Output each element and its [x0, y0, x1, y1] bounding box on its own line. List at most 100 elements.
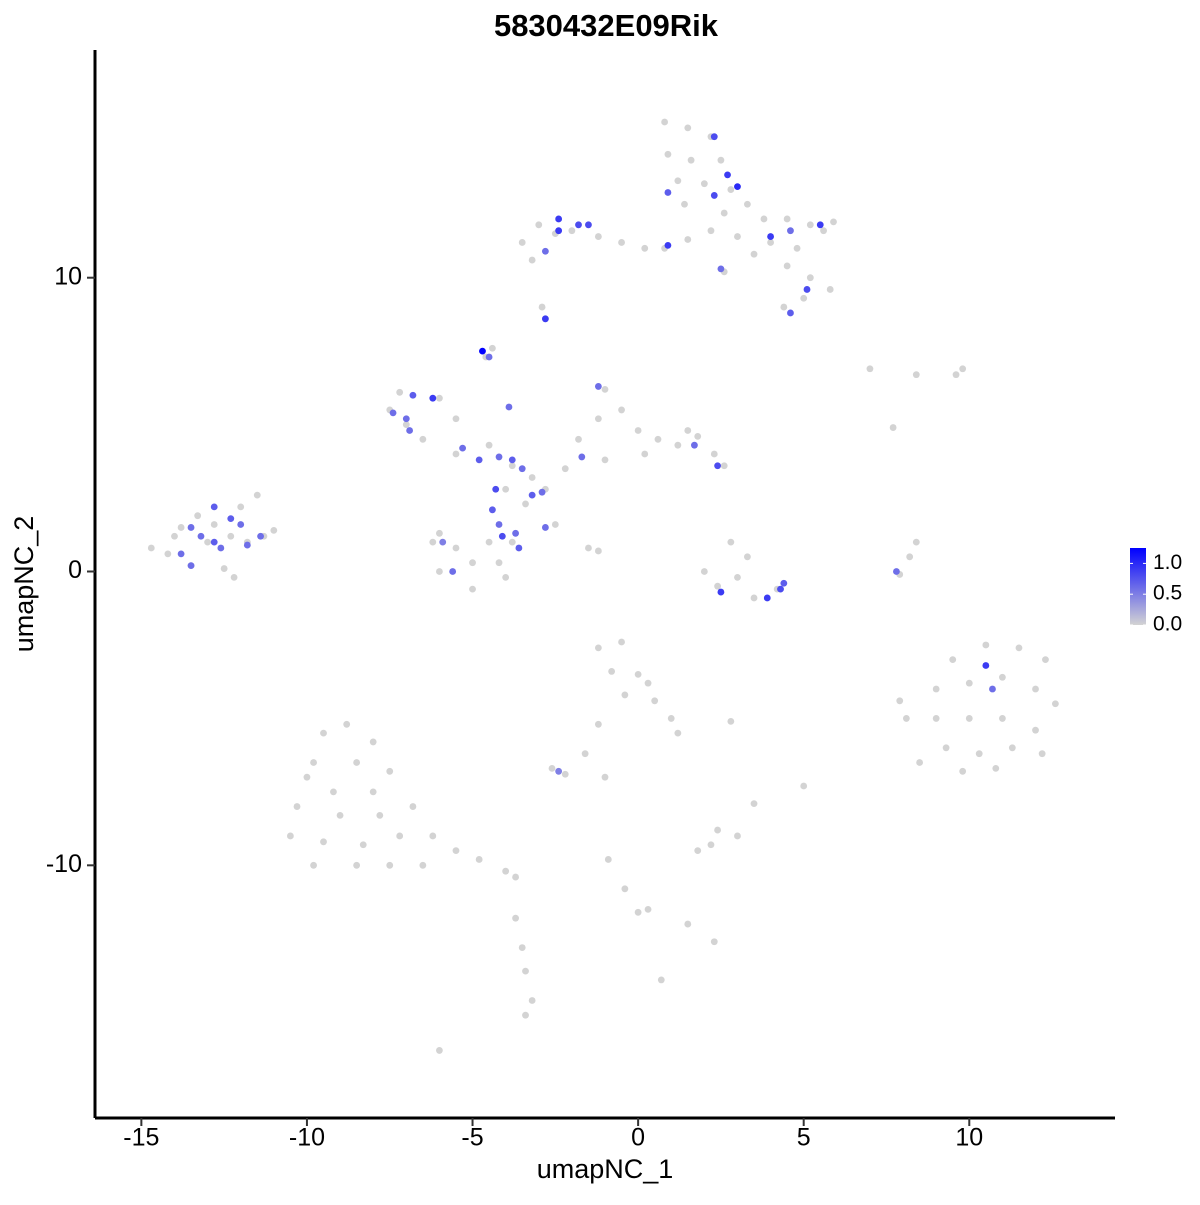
cell-point	[204, 538, 211, 546]
cell-point	[369, 788, 377, 796]
cell-point	[601, 456, 609, 464]
cell-point	[508, 462, 516, 470]
cell-point	[396, 388, 404, 396]
cell-point	[634, 427, 642, 434]
cell-point	[485, 538, 493, 546]
cell-point	[515, 544, 523, 552]
cell-point	[538, 303, 546, 311]
cell-point	[710, 938, 718, 946]
cell-point	[578, 453, 586, 461]
cell-point	[714, 462, 721, 470]
cell-point	[485, 441, 493, 449]
cell-point	[498, 532, 506, 540]
cell-point	[475, 856, 483, 863]
cell-point	[409, 391, 417, 399]
cell-point	[826, 286, 834, 293]
cell-point	[164, 550, 172, 558]
x-tick-label: -10	[289, 1124, 325, 1152]
cell-point	[734, 233, 741, 240]
cell-point	[720, 462, 728, 470]
cell-point	[353, 759, 361, 766]
cell-point	[959, 365, 967, 373]
cell-point	[548, 764, 556, 772]
cell-point	[651, 697, 659, 705]
cell-point	[767, 239, 774, 246]
y-tick-label: -10	[46, 850, 82, 878]
cell-point	[750, 250, 758, 258]
cell-point	[965, 715, 973, 722]
cell-point	[800, 782, 808, 790]
cell-point	[654, 435, 662, 443]
cell-point	[787, 227, 794, 235]
cell-point	[495, 559, 503, 567]
cell-point	[528, 474, 536, 481]
cell-point	[409, 803, 417, 810]
y-axis-title: umapNC_2	[9, 516, 39, 653]
cell-point	[694, 847, 702, 855]
cell-point	[780, 579, 788, 587]
cell-point	[594, 720, 602, 728]
cell-point	[555, 215, 563, 223]
cell-point	[303, 773, 311, 781]
x-axis-title: umapNC_1	[537, 1154, 674, 1184]
cell-point	[452, 450, 460, 458]
cell-point	[389, 409, 397, 417]
cell-point	[429, 538, 437, 546]
cell-point	[700, 180, 708, 188]
cell-point	[959, 767, 967, 775]
cell-point	[293, 803, 301, 810]
cell-point	[171, 532, 178, 540]
cell-point	[684, 920, 692, 928]
cell-point	[594, 415, 602, 423]
cell-point	[555, 767, 563, 775]
cell-point	[429, 394, 437, 402]
cell-point	[618, 239, 625, 246]
cell-point	[634, 908, 642, 916]
cell-point	[734, 573, 741, 581]
cell-point	[492, 485, 500, 493]
cell-point	[147, 544, 155, 552]
cell-point	[664, 150, 672, 158]
cell-point	[594, 644, 602, 652]
cell-point	[518, 465, 526, 473]
cell-point	[641, 450, 649, 458]
cell-point	[528, 491, 536, 499]
cell-point	[763, 594, 771, 602]
cell-point	[505, 403, 513, 411]
cell-point	[187, 562, 195, 570]
cell-point	[710, 192, 718, 199]
cell-point	[541, 247, 549, 255]
x-tick-label: 10	[955, 1124, 983, 1152]
cell-point	[906, 553, 914, 561]
cell-point	[727, 717, 735, 725]
cell-point	[402, 415, 410, 423]
cell-point	[942, 744, 950, 752]
cell-point	[674, 729, 682, 737]
cell-point	[727, 538, 735, 546]
cell-point	[601, 385, 609, 393]
cell-point	[760, 215, 768, 223]
cell-point	[452, 415, 460, 423]
cell-point	[1008, 744, 1016, 752]
cell-point	[469, 585, 476, 593]
cell-point	[469, 559, 476, 567]
cell-point	[707, 227, 715, 235]
cell-point	[436, 394, 443, 402]
cell-point	[585, 544, 592, 552]
cell-point	[694, 432, 702, 440]
color-tick-label: 0.5	[1153, 582, 1182, 605]
cell-point	[664, 241, 672, 249]
cell-point	[518, 944, 526, 951]
cell-point	[777, 585, 784, 593]
cell-point	[575, 221, 582, 229]
cell-point	[376, 811, 384, 819]
cell-point	[568, 227, 576, 235]
cell-point	[1015, 644, 1023, 652]
y-tick-label: 0	[68, 556, 82, 584]
cell-point	[717, 265, 725, 273]
cell-point	[744, 553, 751, 561]
cell-point	[396, 832, 404, 840]
cell-point	[227, 515, 235, 523]
cell-point	[541, 315, 549, 323]
cell-point	[707, 841, 715, 849]
